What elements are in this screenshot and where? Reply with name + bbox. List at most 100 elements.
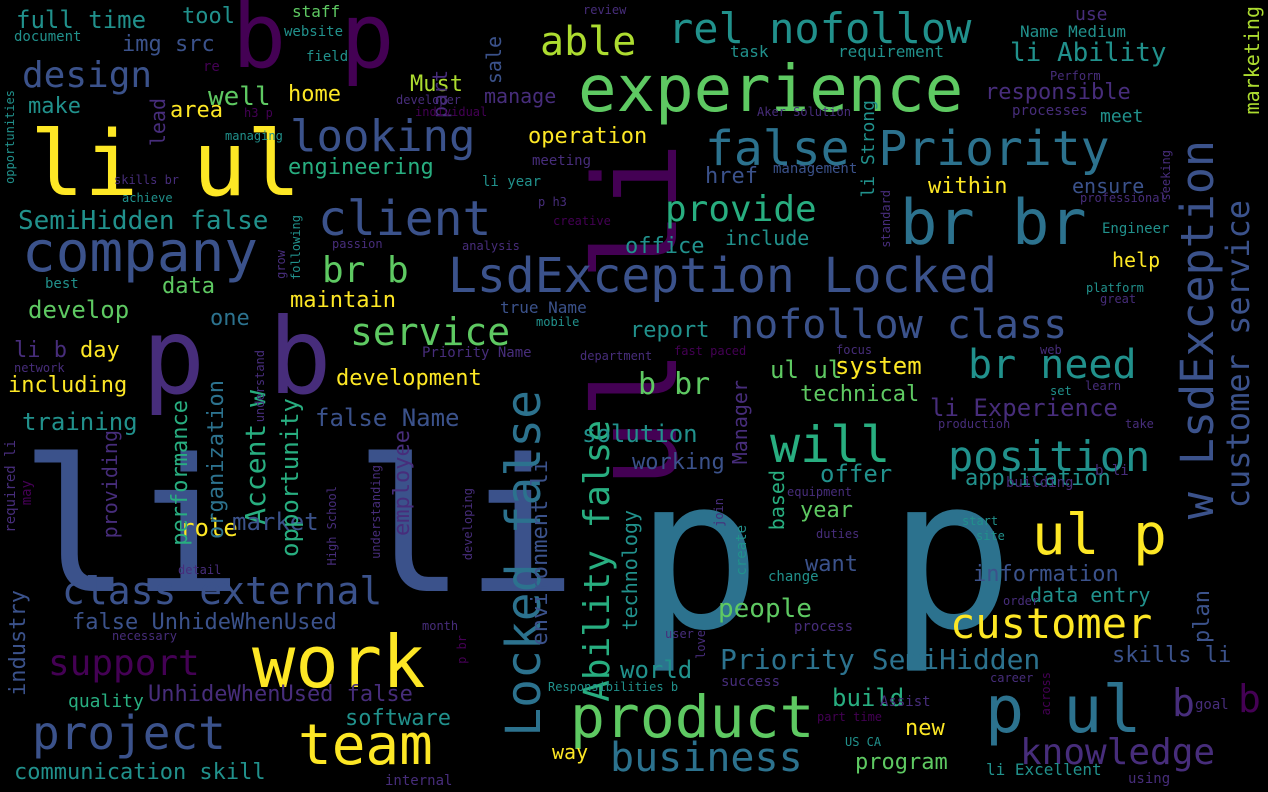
cloud-word: following bbox=[289, 215, 303, 281]
cloud-word: understand bbox=[253, 350, 267, 423]
cloud-word: standard bbox=[879, 190, 893, 248]
cloud-word: customer bbox=[950, 599, 1153, 648]
cloud-word: website bbox=[284, 24, 344, 40]
cloud-word: people bbox=[718, 594, 812, 624]
cloud-word: engineering bbox=[288, 155, 434, 180]
cloud-word: network bbox=[14, 361, 65, 375]
cloud-word: fast paced bbox=[674, 344, 747, 358]
cloud-word: internal bbox=[385, 773, 453, 789]
cloud-word: company bbox=[22, 220, 259, 285]
cloud-word: Must bbox=[410, 72, 463, 97]
cloud-word: including bbox=[8, 373, 128, 398]
cloud-word: program bbox=[855, 750, 948, 775]
cloud-word: within bbox=[928, 174, 1008, 199]
cloud-word: ul p bbox=[1032, 503, 1167, 568]
cloud-word: month bbox=[422, 619, 459, 633]
cloud-word: home bbox=[288, 82, 341, 107]
cloud-word: plan bbox=[1190, 590, 1215, 643]
cloud-word: system bbox=[835, 352, 922, 380]
cloud-word: knowledge bbox=[1020, 732, 1216, 773]
cloud-word: environment li bbox=[528, 460, 553, 646]
cloud-word: LsdException Locked bbox=[448, 248, 998, 304]
cloud-word: Ability false bbox=[577, 420, 618, 702]
cloud-word: join bbox=[712, 498, 726, 527]
cloud-word: b br bbox=[638, 367, 711, 402]
cloud-word: product bbox=[570, 683, 815, 751]
cloud-word: li li bbox=[20, 419, 577, 635]
cloud-word: management bbox=[773, 161, 858, 177]
cloud-word: learn bbox=[1085, 379, 1122, 393]
cloud-word: rel nofollow bbox=[668, 4, 972, 53]
cloud-word: Engineer bbox=[1102, 221, 1170, 237]
cloud-word: order bbox=[1003, 594, 1040, 608]
cloud-word: analysis bbox=[462, 239, 520, 253]
cloud-word: platform bbox=[1086, 281, 1144, 295]
cloud-word: nofollow class bbox=[730, 302, 1068, 348]
cloud-word: Priority SemiHidden bbox=[720, 643, 1041, 676]
cloud-word: individual bbox=[415, 105, 488, 119]
cloud-word: opportunities bbox=[3, 90, 17, 184]
cloud-word: design bbox=[22, 55, 153, 96]
cloud-word: li Strong bbox=[858, 100, 879, 198]
cloud-word: sale bbox=[482, 36, 506, 85]
cloud-word: b li bbox=[1095, 463, 1129, 479]
cloud-word: false Priority bbox=[705, 121, 1110, 177]
cloud-word: client bbox=[318, 191, 492, 247]
cloud-word: market bbox=[232, 508, 319, 536]
cloud-word: p h3 bbox=[538, 195, 567, 209]
cloud-word: data bbox=[162, 274, 215, 299]
cloud-word: p br bbox=[455, 635, 469, 664]
cloud-word: focus bbox=[836, 343, 873, 357]
cloud-word: document bbox=[14, 29, 82, 45]
cloud-word: false Name bbox=[315, 404, 460, 432]
cloud-word: required li bbox=[3, 440, 19, 533]
cloud-word: field bbox=[306, 49, 349, 65]
cloud-word: skills li bbox=[1112, 643, 1232, 668]
cloud-word: develop bbox=[28, 296, 130, 324]
cloud-word: duties bbox=[816, 527, 860, 541]
cloud-word: UnhideWhenUsed false bbox=[148, 682, 413, 707]
cloud-word: quality bbox=[68, 691, 144, 712]
cloud-word: change bbox=[768, 569, 819, 585]
cloud-word: meet bbox=[1100, 106, 1144, 127]
cloud-word: understanding bbox=[369, 465, 383, 559]
cloud-word: working bbox=[632, 450, 725, 475]
cloud-word: web bbox=[1040, 343, 1062, 357]
cloud-word: industry bbox=[6, 590, 31, 696]
cloud-word: passion bbox=[332, 237, 383, 251]
cloud-word: using bbox=[1128, 771, 1171, 787]
cloud-word: service bbox=[350, 310, 511, 354]
cloud-word: li Experience bbox=[930, 394, 1118, 422]
cloud-word: year bbox=[800, 498, 853, 523]
cloud-word: set bbox=[1050, 384, 1072, 398]
cloud-word: b bbox=[1238, 677, 1261, 721]
cloud-word: well bbox=[208, 82, 271, 112]
cloud-word: technical bbox=[800, 382, 920, 407]
cloud-word: day bbox=[80, 338, 120, 363]
cloud-word: based bbox=[765, 470, 789, 531]
cloud-word: use bbox=[1075, 4, 1108, 25]
cloud-word: li b bbox=[14, 338, 67, 363]
cloud-word: class external bbox=[62, 569, 383, 613]
cloud-word: grow bbox=[274, 250, 288, 279]
cloud-word: will bbox=[770, 416, 891, 474]
cloud-word: make bbox=[28, 94, 81, 119]
cloud-word: br br bbox=[900, 186, 1087, 259]
cloud-word: seeking bbox=[1159, 150, 1173, 201]
cloud-word: managing bbox=[225, 129, 283, 143]
cloud-word: create bbox=[734, 525, 750, 576]
cloud-word: marketing bbox=[1240, 6, 1264, 115]
cloud-word: team bbox=[298, 713, 433, 778]
cloud-word: solution bbox=[582, 420, 698, 448]
cloud-word: b p bbox=[232, 0, 395, 89]
cloud-word: true Name bbox=[500, 298, 587, 317]
cloud-word: able bbox=[540, 19, 637, 65]
cloud-word: software bbox=[345, 706, 451, 731]
cloud-word: position bbox=[948, 432, 1151, 481]
cloud-word: detail bbox=[178, 563, 222, 577]
cloud-word: across bbox=[1039, 672, 1053, 716]
cloud-word: manage bbox=[484, 84, 557, 108]
cloud-word: report bbox=[630, 318, 710, 343]
cloud-word: li ul bbox=[30, 112, 301, 217]
cloud-word: processes bbox=[1012, 103, 1088, 119]
